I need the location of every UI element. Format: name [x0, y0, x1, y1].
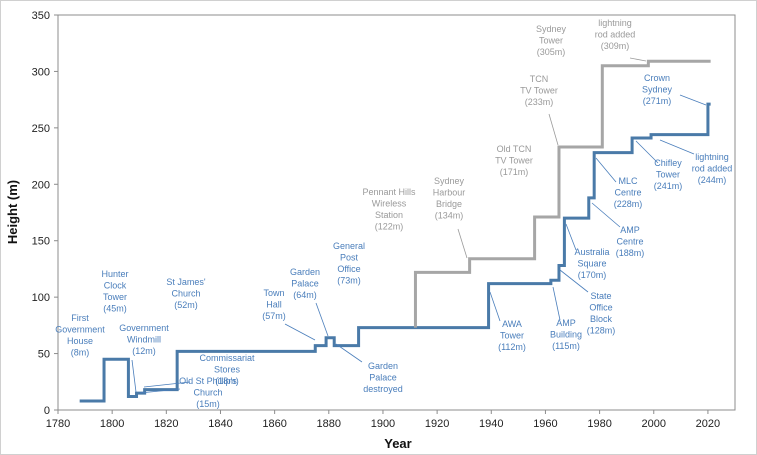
annotation: Sydney Tower (305m) — [536, 24, 567, 57]
x-tick-label: 1900 — [371, 418, 395, 430]
plot-border — [57, 14, 736, 411]
annotation: AMP Building (115m) — [550, 318, 582, 351]
annotation: Government Windmill (12m) — [119, 323, 169, 356]
leader-line — [559, 269, 589, 293]
leader-line — [595, 157, 617, 183]
annotation: TCN TV Tower (233m) — [520, 74, 558, 107]
leader-line — [635, 140, 659, 164]
x-tick-label: 1920 — [425, 418, 449, 430]
x-tick-label: 1860 — [262, 418, 286, 430]
annotation: Town Hall (57m) — [262, 288, 286, 321]
x-tick-label: 1980 — [587, 418, 611, 430]
x-tick-label: 2000 — [642, 418, 666, 430]
x-tick-label: 2020 — [696, 418, 720, 430]
annotation: St James' Church (52m) — [166, 277, 206, 310]
x-tick-label: 1940 — [479, 418, 503, 430]
annotation: Old St Phillip's Church (15m) — [179, 376, 237, 409]
y-tick-label: 300 — [32, 66, 50, 78]
leader-line — [284, 323, 316, 341]
annotation: MLC Centre (228m) — [614, 176, 643, 209]
annotation: General Post Office (73m) — [333, 241, 365, 286]
annotation: Pennant Hills Wireless Station (122m) — [362, 187, 416, 232]
annotation: Crown Sydney (271m) — [642, 73, 673, 106]
leader-line — [489, 291, 501, 322]
annotation: Garden Palace destroyed — [363, 361, 403, 394]
y-tick-label: 350 — [32, 10, 50, 22]
step-line — [79, 102, 711, 403]
leader-line — [629, 57, 647, 62]
leader-line — [679, 94, 707, 106]
annotation: lightning rod added (309m) — [595, 18, 636, 51]
y-tick-label: 100 — [32, 292, 50, 304]
annotation: AWA Tower (112m) — [498, 319, 526, 352]
annotation: Sydney Harbour Bridge (134m) — [433, 176, 466, 221]
annotation: Australia Square (170m) — [574, 247, 609, 280]
annotation: lightning rod added (244m) — [692, 152, 733, 185]
x-tick-label: 1960 — [533, 418, 557, 430]
y-axis-title: Height (m) — [5, 180, 20, 244]
annotation: Garden Palace (64m) — [290, 267, 320, 300]
annotation: Hunter Clock Tower (45m) — [101, 269, 128, 314]
leader-line — [591, 202, 621, 228]
x-axis-title: Year — [384, 436, 411, 451]
y-tick-label: 0 — [44, 405, 50, 417]
x-tick-label: 1880 — [317, 418, 341, 430]
y-tick-label: 200 — [32, 179, 50, 191]
leader-line — [335, 343, 363, 363]
leader-line — [659, 139, 695, 155]
step-line — [413, 59, 711, 328]
y-tick-label: 150 — [32, 236, 50, 248]
leader-line — [552, 286, 561, 321]
leader-line — [548, 113, 559, 146]
annotation: Commissariat Stores (18m) — [199, 353, 255, 386]
annotation: State Office Block (128m) — [587, 291, 616, 336]
annotation: Old TCN TV Tower (171m) — [495, 144, 533, 177]
x-tick-label: 1780 — [46, 418, 70, 430]
annotation: First Government House (8m) — [55, 313, 105, 358]
leader-line — [457, 228, 468, 259]
x-tick-label: 1840 — [208, 418, 232, 430]
x-tick-label: 1820 — [154, 418, 178, 430]
y-tick-label: 50 — [38, 349, 50, 361]
y-tick-label: 250 — [32, 123, 50, 135]
leader-line — [565, 223, 577, 251]
annotation: AMP Centre (188m) — [616, 225, 645, 258]
leader-line — [131, 359, 137, 393]
annotation: Chifley Tower (241m) — [654, 158, 683, 191]
leader-line — [139, 388, 181, 394]
leader-line — [315, 302, 329, 337]
leader-line — [143, 381, 191, 388]
x-tick-label: 1800 — [100, 418, 124, 430]
